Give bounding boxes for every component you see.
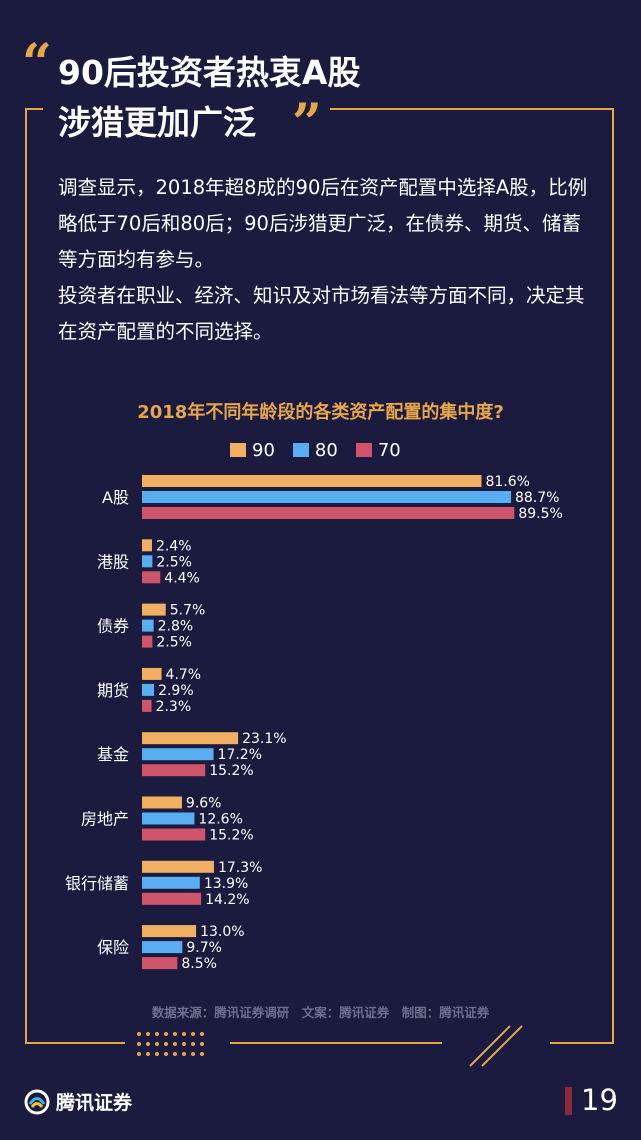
- legend-item-70: 70: [355, 439, 401, 461]
- bar-value-label: 13.9%: [204, 876, 248, 892]
- bar-series-70: [142, 507, 515, 519]
- bar-series-70: [142, 764, 206, 777]
- category-label: 保险: [97, 938, 129, 957]
- legend-swatch: [355, 443, 372, 457]
- chart-legend: 90 80 70: [230, 439, 401, 461]
- bar-value-label: 2.5%: [156, 635, 192, 651]
- bar-value-label: 88.7%: [515, 490, 559, 506]
- logo-text: 腾讯证券: [56, 1092, 133, 1114]
- bar-value-label: 23.1%: [242, 731, 286, 747]
- frame-line: [230, 1042, 442, 1044]
- bar-value-label: 12.6%: [198, 812, 242, 828]
- legend-label: 90: [252, 439, 275, 461]
- frame-line: [25, 1042, 125, 1044]
- bar-value-label: 2.8%: [158, 619, 194, 635]
- bar-value-label: 17.2%: [218, 747, 262, 763]
- bar-series-90: [142, 796, 182, 809]
- bar-value-label: 89.5%: [518, 506, 562, 522]
- frame-line: [25, 108, 43, 110]
- bar-series-70: [142, 635, 153, 648]
- legend-swatch: [230, 443, 246, 457]
- legend-label: 70: [377, 439, 401, 461]
- bar-chart: A股81.6%88.7%89.5%港股2.4%2.5%4.4%债券5.7%2.8…: [65, 474, 563, 972]
- tencent-logo-icon: [24, 1089, 50, 1114]
- bar-value-label: 13.0%: [200, 924, 244, 940]
- bar-value-label: 81.6%: [485, 474, 529, 490]
- brand-logo: 腾讯证券: [24, 1088, 132, 1115]
- open-quote-mark: “: [22, 33, 52, 94]
- page-number: 19: [581, 1083, 618, 1117]
- bar-series-90: [142, 732, 239, 745]
- bar-series-80: [142, 941, 183, 954]
- bar-series-80: [142, 491, 511, 503]
- legend-label: 80: [314, 439, 338, 461]
- page-title-line1: 90后投资者热衷A股: [58, 53, 361, 92]
- bar-series-90: [142, 475, 482, 487]
- bar-value-label: 2.5%: [156, 554, 192, 570]
- frame-line: [550, 1042, 614, 1044]
- bar-value-label: 15.2%: [209, 828, 253, 844]
- intro-text: 调查显示，2018年超8成的90后在资产配置中选择A股，比例略低于70后和80后…: [58, 170, 598, 350]
- category-label: 基金: [97, 745, 129, 764]
- dot-pattern-decoration: [137, 1032, 204, 1056]
- bar-value-label: 15.2%: [209, 763, 253, 779]
- bar-value-label: 17.3%: [218, 860, 262, 876]
- category-label: 房地产: [81, 810, 129, 829]
- legend-item-80: 80: [292, 439, 338, 461]
- category-label: 期货: [97, 681, 129, 700]
- bar-series-80: [142, 812, 195, 825]
- category-label: 银行储蓄: [65, 874, 129, 893]
- category-label: 港股: [97, 552, 129, 571]
- intro-paragraph-1: 调查显示，2018年超8成的90后在资产配置中选择A股，比例略低于70后和80后…: [58, 176, 588, 271]
- category-label: A股: [102, 488, 129, 507]
- bar-value-label: 9.6%: [186, 796, 222, 812]
- legend-swatch: [292, 443, 309, 457]
- bar-value-label: 4.7%: [166, 667, 202, 683]
- bar-value-label: 2.3%: [156, 699, 192, 715]
- bar-series-70: [142, 892, 202, 905]
- bar-value-label: 4.4%: [164, 570, 200, 586]
- bar-series-80: [142, 748, 214, 761]
- category-label: 债券: [97, 617, 129, 636]
- bar-series-90: [142, 603, 166, 616]
- bar-value-label: 2.4%: [156, 538, 192, 554]
- source-credit: 数据来源：腾讯证券调研 文案：腾讯证券 制图：腾讯证券: [151, 1005, 490, 1020]
- close-quote-mark: ”: [292, 93, 322, 154]
- legend-item-90: 90: [230, 439, 275, 461]
- bar-value-label: 14.2%: [205, 892, 249, 908]
- slash-decoration: [469, 1025, 523, 1067]
- bar-series-90: [142, 925, 197, 938]
- intro-paragraph-2: 投资者在职业、经济、知识及对市场看法等方面不同，决定其在资产配置的不同选择。: [58, 284, 585, 343]
- frame-line: [25, 108, 27, 1044]
- bar-series-80: [142, 683, 155, 696]
- bar-series-90: [142, 667, 162, 680]
- page-number-marker: [565, 1087, 572, 1115]
- frame-line: [612, 108, 614, 1044]
- bar-value-label: 2.9%: [158, 683, 194, 699]
- frame-line: [330, 108, 614, 110]
- page-title-line2: 涉猎更加广泛: [58, 103, 256, 142]
- bar-series-70: [142, 957, 178, 970]
- bar-series-80: [142, 876, 200, 889]
- bar-value-label: 9.7%: [186, 940, 222, 956]
- bar-series-70: [142, 571, 161, 584]
- bar-series-70: [142, 699, 152, 712]
- bar-series-70: [142, 828, 206, 841]
- bar-value-label: 5.7%: [170, 603, 206, 619]
- bar-series-80: [142, 555, 153, 568]
- chart-title: 2018年不同年龄段的各类资产配置的集中度?: [137, 402, 504, 423]
- bar-value-label: 8.5%: [181, 956, 217, 972]
- bar-series-90: [142, 539, 152, 552]
- bar-series-80: [142, 619, 154, 632]
- bar-series-90: [142, 860, 214, 873]
